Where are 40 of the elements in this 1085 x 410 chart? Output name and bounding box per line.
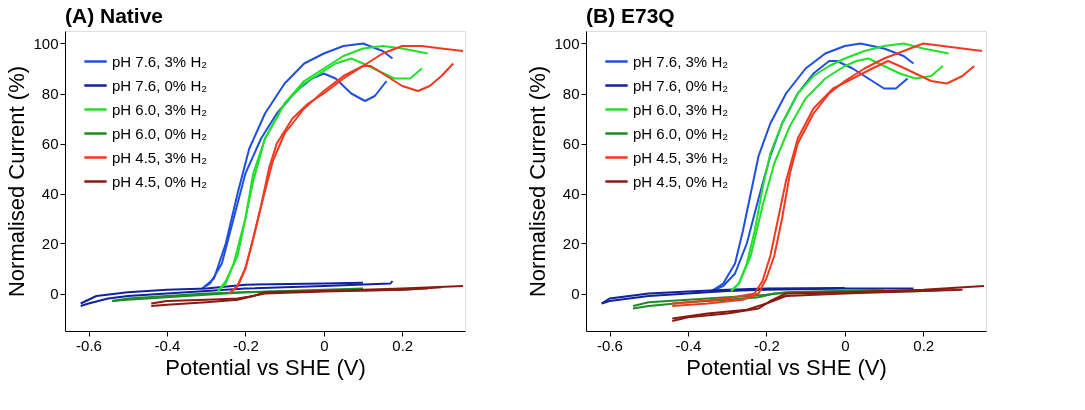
chart-title: (B) E73Q bbox=[586, 4, 675, 27]
legend-label: pH 7.6, 0% H₂ bbox=[633, 76, 729, 94]
legend-label: pH 6.0, 0% H₂ bbox=[112, 124, 208, 142]
legend-label: pH 4.5, 3% H₂ bbox=[633, 148, 729, 166]
x-tick-label: -0.2 bbox=[232, 336, 259, 354]
y-tick-label: 0 bbox=[50, 285, 59, 302]
y-tick-label: 80 bbox=[41, 85, 59, 102]
y-tick-label: 80 bbox=[562, 85, 580, 102]
y-axis-title: Normalised Current (%) bbox=[4, 65, 30, 298]
legend-label: pH 7.6, 3% H₂ bbox=[112, 52, 208, 70]
y-tick-label: 40 bbox=[41, 185, 59, 202]
x-tick-label: -0.6 bbox=[76, 336, 102, 354]
legend-label: pH 4.5, 0% H₂ bbox=[112, 172, 208, 190]
chart-title: (A) Native bbox=[65, 4, 164, 27]
legend-label: pH 7.6, 0% H₂ bbox=[112, 76, 208, 94]
y-tick-label: 0 bbox=[571, 285, 580, 302]
x-axis-title: Potential vs SHE (V) bbox=[165, 354, 366, 380]
x-tick-label: -0.4 bbox=[154, 336, 181, 354]
y-tick-label: 40 bbox=[562, 185, 580, 202]
legend-label: pH 4.5, 3% H₂ bbox=[112, 148, 208, 166]
x-tick-label: 0.2 bbox=[392, 336, 414, 354]
x-tick-label: 0.2 bbox=[913, 336, 935, 354]
x-tick-label: -0.6 bbox=[597, 336, 623, 354]
y-tick-label: 100 bbox=[554, 35, 580, 52]
legend-label: pH 7.6, 3% H₂ bbox=[633, 52, 729, 70]
y-tick-label: 20 bbox=[562, 235, 580, 252]
legend-label: pH 6.0, 3% H₂ bbox=[633, 100, 729, 118]
x-tick-label: 0 bbox=[320, 336, 329, 354]
legend-label: pH 6.0, 3% H₂ bbox=[112, 100, 208, 118]
legend-label: pH 6.0, 0% H₂ bbox=[633, 124, 729, 142]
x-axis-title: Potential vs SHE (V) bbox=[686, 354, 887, 380]
x-tick-label: -0.4 bbox=[675, 336, 702, 354]
y-tick-label: 100 bbox=[33, 35, 59, 52]
y-tick-label: 60 bbox=[41, 135, 59, 152]
x-tick-label: 0 bbox=[841, 336, 850, 354]
legend-label: pH 4.5, 0% H₂ bbox=[633, 172, 729, 190]
y-tick-label: 20 bbox=[41, 235, 59, 252]
y-tick-label: 60 bbox=[562, 135, 580, 152]
y-axis-title: Normalised Current (%) bbox=[525, 65, 551, 298]
x-tick-label: -0.2 bbox=[753, 336, 780, 354]
